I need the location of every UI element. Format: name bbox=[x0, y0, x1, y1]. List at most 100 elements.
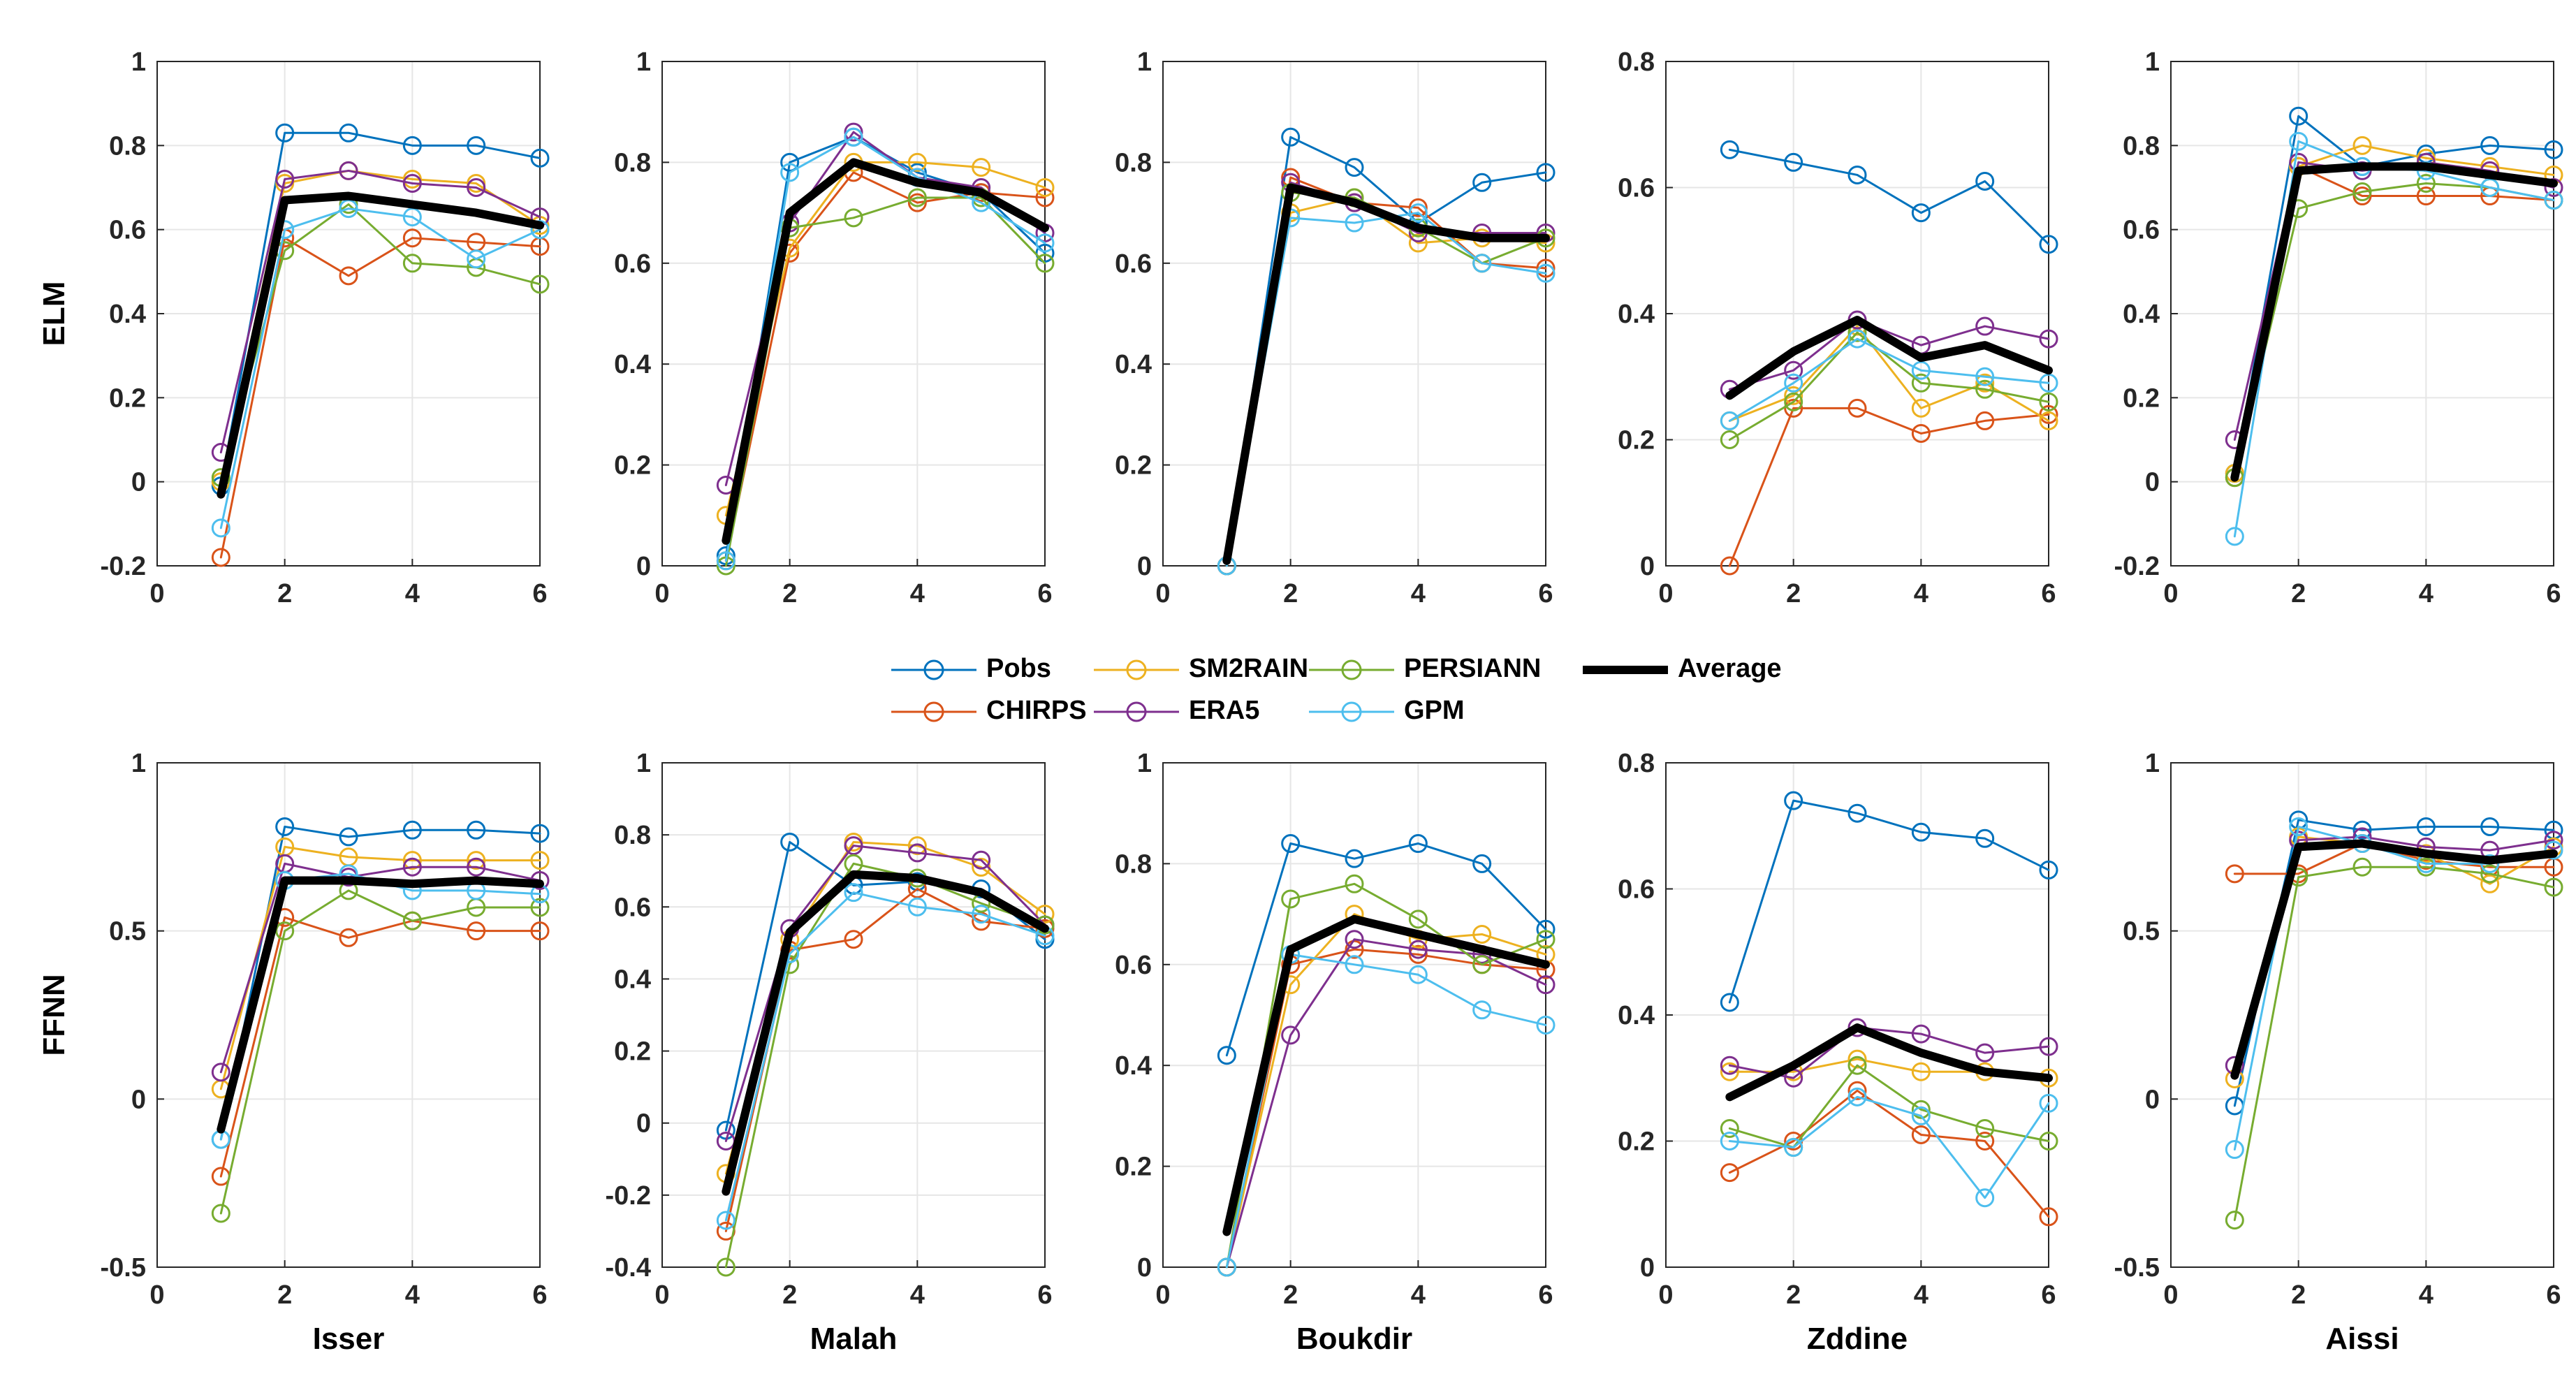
legend-marker-pobs bbox=[923, 659, 944, 680]
data-point-pobs bbox=[1720, 140, 1739, 159]
legend-item-sm2rain: SM2RAIN bbox=[1084, 650, 1308, 690]
series-line-pobs bbox=[1728, 148, 2050, 246]
x-tick-label: 2 bbox=[277, 579, 292, 608]
data-point-pobs bbox=[530, 148, 550, 168]
y-tick-label: 0.4 bbox=[1115, 1051, 1152, 1081]
y-tick-label: 0.6 bbox=[1618, 174, 1655, 203]
y-tick-label: 0 bbox=[636, 1109, 651, 1139]
data-point-sm2rain bbox=[530, 851, 550, 870]
legend-label-pobs: Pobs bbox=[986, 654, 1051, 683]
x-tick-label: 0 bbox=[2163, 579, 2178, 608]
legend-item-average: Average bbox=[1573, 650, 1803, 690]
y-tick-label: 0 bbox=[1137, 552, 1152, 581]
x-tick-label: 4 bbox=[405, 579, 420, 608]
data-point-era5 bbox=[402, 173, 422, 193]
series-line-persiann bbox=[219, 203, 541, 479]
data-point-persiann bbox=[2352, 182, 2372, 202]
data-point-gpm bbox=[1345, 955, 1364, 974]
data-point-persiann bbox=[1536, 930, 1556, 949]
data-point-sm2rain bbox=[907, 836, 927, 856]
y-tick-label: 0.2 bbox=[1115, 1153, 1152, 1182]
data-point-pobs bbox=[1784, 791, 1803, 810]
plot-area bbox=[157, 763, 540, 1267]
panel-ffnn-boukdir: 0 2 4 6 0 0.2 0.4 0.6 0.8 1 Boukdir bbox=[1115, 749, 1556, 1356]
axes-box bbox=[1162, 61, 1546, 567]
x-tick-label: 6 bbox=[532, 579, 547, 608]
y-tick-label: 0 bbox=[1640, 552, 1655, 581]
data-point-gpm bbox=[1847, 1087, 1867, 1106]
y-tick-label: 0.6 bbox=[614, 893, 651, 922]
data-point-pobs bbox=[1720, 993, 1739, 1012]
y-tick-label: 0.6 bbox=[2123, 216, 2160, 245]
data-point-era5 bbox=[907, 843, 927, 863]
data-point-persiann bbox=[1345, 874, 1364, 893]
data-point-persiann bbox=[2480, 864, 2500, 884]
y-tick-label: 1 bbox=[636, 749, 651, 778]
y-tick-label: 0 bbox=[2145, 1085, 2160, 1114]
y-tick-label: -0.2 bbox=[2114, 552, 2160, 581]
legend-marker-persiann bbox=[1341, 659, 1362, 680]
panel-ffnn-malah: 0 2 4 6 -0.4 -0.2 0 0.2 0.4 0.6 0.8 1 Malah bbox=[606, 749, 1055, 1356]
chart-legend: Pobs CHIRPS SM2RAIN ERA5 PERSIANN GPM Av… bbox=[881, 650, 1803, 740]
data-point-sm2rain bbox=[1911, 398, 1931, 418]
data-point-chirps bbox=[1720, 1163, 1739, 1183]
data-point-gpm bbox=[2225, 1140, 2244, 1160]
panel-elm-aissi: 0 2 4 6-0.200.20.40.60.81 bbox=[2114, 48, 2563, 608]
data-point-persiann bbox=[2352, 857, 2372, 877]
data-point-sm2rain bbox=[972, 158, 991, 177]
data-point-chirps bbox=[1911, 1125, 1931, 1144]
data-point-era5 bbox=[1911, 1024, 1931, 1044]
data-point-sm2rain bbox=[1975, 373, 1995, 393]
y-tick-label: 1 bbox=[131, 749, 146, 778]
data-point-pobs bbox=[2352, 820, 2372, 840]
data-point-gpm bbox=[2289, 817, 2308, 836]
series-line-average bbox=[1222, 183, 1550, 565]
x-axis-label: Boukdir bbox=[1296, 1322, 1412, 1356]
data-point-chirps bbox=[1975, 1132, 1995, 1151]
legend-marker-sm2rain bbox=[1126, 659, 1147, 680]
data-point-persiann bbox=[2039, 392, 2058, 411]
y-tick-label: 0.6 bbox=[109, 216, 146, 245]
x-tick-label: 0 bbox=[654, 1280, 669, 1310]
y-tick-label: 1 bbox=[1137, 48, 1152, 77]
data-point-persiann bbox=[1911, 1100, 1931, 1119]
data-point-persiann bbox=[1975, 379, 1995, 399]
data-point-gpm bbox=[467, 249, 486, 269]
series-line-persiann bbox=[1728, 331, 2050, 441]
y-tick-label: 0.4 bbox=[1618, 1001, 1655, 1030]
data-point-chirps bbox=[2416, 187, 2436, 206]
x-tick-label: 2 bbox=[1786, 1280, 1801, 1310]
data-point-gpm bbox=[2480, 854, 2500, 873]
y-tick-label: 0.4 bbox=[109, 300, 146, 329]
data-point-pobs bbox=[2480, 136, 2500, 155]
data-point-gpm bbox=[2039, 373, 2058, 393]
legend-swatch-gpm bbox=[1309, 701, 1394, 722]
series-line-chirps bbox=[724, 171, 1046, 562]
x-tick-label: 0 bbox=[1658, 579, 1673, 608]
data-point-era5 bbox=[1345, 930, 1364, 949]
y-tick-label: 0.5 bbox=[2123, 917, 2160, 947]
data-point-era5 bbox=[2039, 329, 2058, 349]
data-point-era5 bbox=[1975, 316, 1995, 336]
legend-item-persiann: PERSIANN bbox=[1299, 650, 1565, 690]
series-line-era5 bbox=[219, 862, 541, 1074]
series-line-pobs bbox=[219, 825, 541, 1141]
data-point-pobs bbox=[1975, 171, 1995, 191]
series-line-average bbox=[217, 876, 544, 1134]
y-tick-label: 0.8 bbox=[2123, 131, 2160, 161]
data-point-gpm bbox=[1536, 263, 1556, 283]
data-point-chirps bbox=[1784, 398, 1803, 418]
panel-elm-boukdir: 0 2 4 6 0 0.2 0.4 0.6 0.8 1 bbox=[1115, 48, 1556, 608]
data-point-sm2rain bbox=[467, 851, 486, 870]
series-line-gpm bbox=[219, 207, 541, 529]
x-axis-label: Aissi bbox=[2325, 1322, 2399, 1356]
y-tick-label: 1 bbox=[636, 48, 651, 77]
data-point-persiann bbox=[844, 208, 863, 228]
data-point-chirps bbox=[1847, 398, 1867, 418]
y-tick-label: 0 bbox=[2145, 468, 2160, 497]
data-point-sm2rain bbox=[2352, 136, 2372, 155]
plot-area bbox=[1163, 61, 1546, 566]
series-line-average bbox=[2230, 162, 2558, 482]
